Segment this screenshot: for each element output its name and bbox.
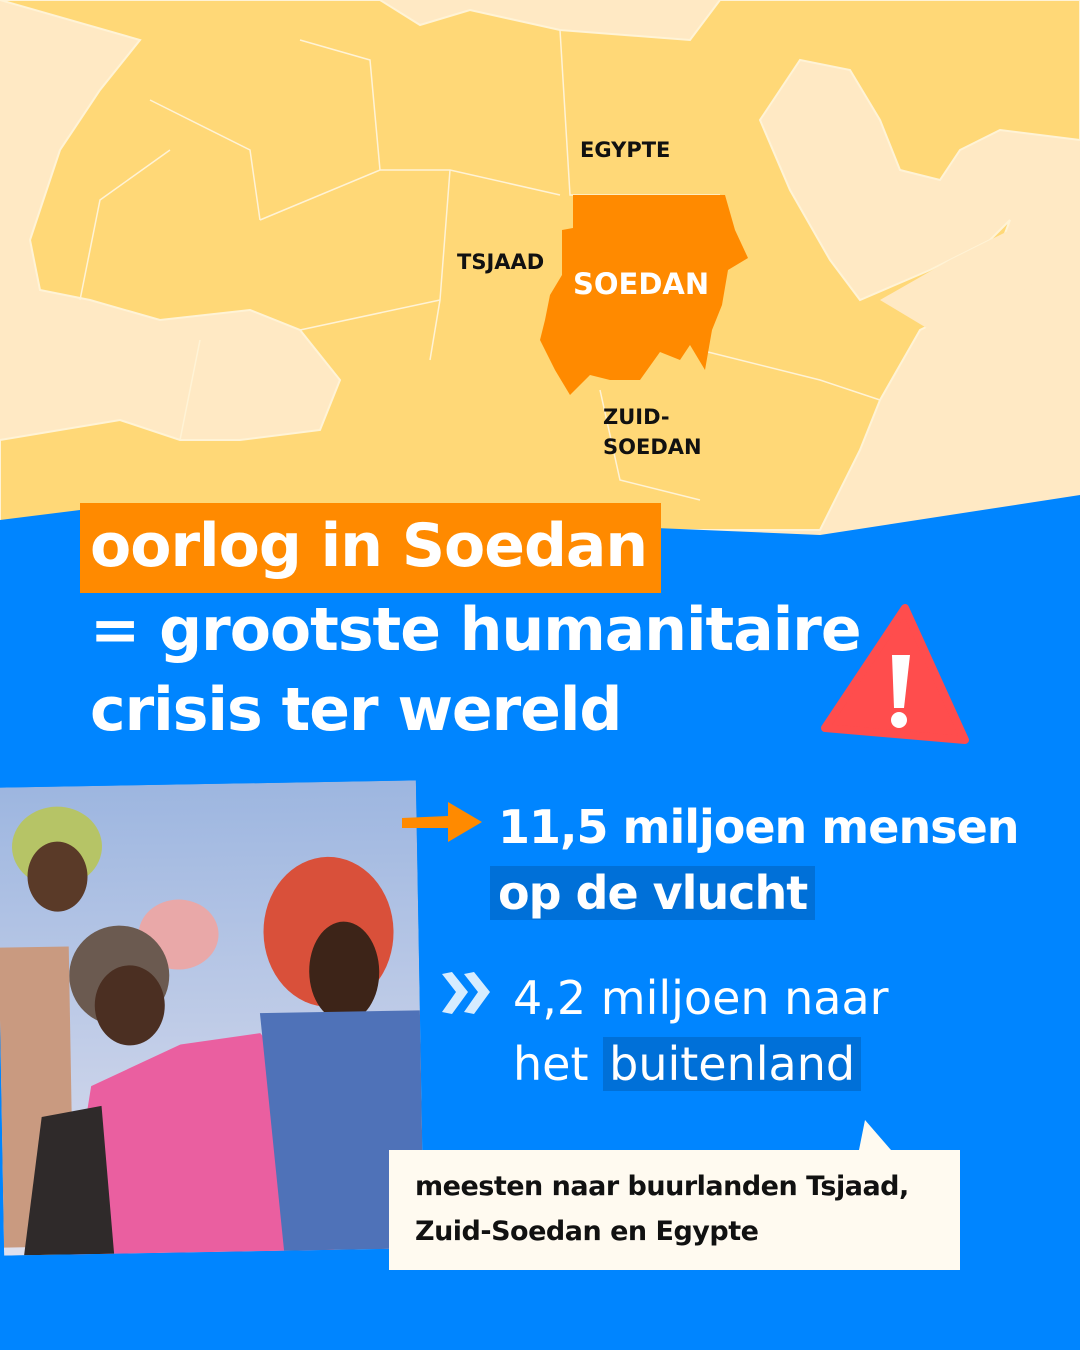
label-sudan: SOEDAN [573, 267, 710, 301]
double-chevron-icon [442, 972, 490, 1014]
stat-abroad-highlight: buitenland [603, 1037, 862, 1091]
bubble-tail [859, 1120, 891, 1150]
label-chad: TSJAAD [457, 250, 545, 274]
stat-abroad: 4,2 miljoen naar het buitenland [513, 965, 889, 1097]
note-line1: meesten naar buurlanden Tsjaad, [415, 1171, 909, 1202]
stat-displaced: 11,5 miljoen mensen op de vlucht [490, 795, 1020, 925]
headline-line3: crisis ter wereld [90, 675, 622, 745]
headline-highlight: oorlog in Soedan [80, 503, 662, 593]
headline-line1: oorlog in Soedan [80, 503, 662, 593]
stat-displaced-number: 11,5 miljoen mensen [498, 800, 1020, 854]
label-south-sudan-line2: SOEDAN [603, 435, 702, 459]
label-south-sudan-line1: ZUID- [603, 405, 670, 429]
africa-map [0, 0, 1080, 560]
country-borders [79, 29, 881, 501]
sea-arabian [880, 200, 1080, 330]
headline-rest: = grootste humanitaire crisis ter wereld [90, 590, 862, 750]
arrow-right-icon [402, 802, 482, 842]
sudan-highlight [540, 195, 748, 395]
stat-abroad-text: het [513, 1037, 589, 1091]
label-egypt: EGYPTE [580, 138, 671, 162]
headline-line2: = grootste humanitaire [90, 595, 862, 665]
note-bubble: meesten naar buurlanden Tsjaad, Zuid-Soe… [389, 1120, 960, 1270]
label-south-sudan: ZUID- SOEDAN [603, 402, 702, 462]
stat-abroad-number: 4,2 miljoen naar [513, 971, 889, 1025]
warning-triangle-icon [821, 604, 969, 744]
refugees-photo [0, 780, 425, 1256]
stat-displaced-highlight: op de vlucht [490, 866, 816, 920]
note-line2: Zuid-Soedan en Egypte [415, 1216, 759, 1247]
